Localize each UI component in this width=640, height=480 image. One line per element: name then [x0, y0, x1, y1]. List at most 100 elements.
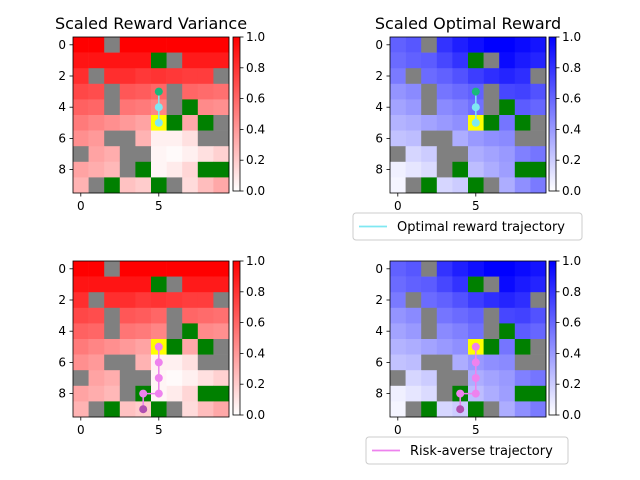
heatmap-cell — [405, 83, 422, 100]
wall-cell — [483, 401, 500, 418]
y-tick-label: 6 — [58, 131, 66, 145]
y-tick-label: 6 — [58, 355, 66, 369]
wall-cell — [166, 83, 183, 100]
heatmap-cell — [499, 177, 516, 194]
trajectory-point — [154, 87, 163, 96]
wall-cell — [421, 307, 438, 324]
heatmap-cell — [73, 83, 89, 100]
heatmap-cell — [119, 339, 136, 355]
heatmap-cell — [452, 276, 469, 293]
wall-cell — [436, 385, 453, 402]
heatmap-cell — [119, 276, 136, 293]
colorbar-tick-label: 0.8 — [562, 285, 581, 299]
heatmap-cell — [88, 37, 105, 53]
heatmap-cell — [119, 261, 136, 277]
colorbar-tick-label: 0.6 — [246, 316, 265, 330]
heatmap-cell — [405, 339, 422, 355]
wall-cell — [405, 292, 422, 309]
heatmap-cell — [166, 161, 183, 178]
heatmap-cell — [151, 68, 167, 85]
heatmap-cell — [88, 161, 105, 178]
y-tick-label: 6 — [375, 355, 383, 369]
heatmap-cell — [421, 339, 438, 355]
y-tick-label: 8 — [375, 387, 383, 401]
wall-cell — [436, 354, 453, 371]
heatmap-cell — [390, 37, 406, 53]
heatmap-cell — [530, 52, 547, 69]
heatmap-cell — [104, 370, 121, 387]
colorbar — [232, 260, 241, 416]
colorbar-tick-label: 0.8 — [246, 285, 265, 299]
heatmap-cell — [135, 52, 152, 69]
heatmap-cell — [530, 261, 547, 277]
heatmap-cell — [390, 307, 406, 324]
heatmap-cell — [151, 323, 167, 340]
goal-cell — [514, 115, 531, 131]
heatmap-cell — [73, 323, 89, 340]
wall-cell — [213, 68, 230, 85]
heatmap-cell — [390, 339, 406, 355]
heatmap-cell — [135, 115, 152, 131]
heatmap-cell — [483, 292, 500, 309]
colorbar-tick-label: 0.0 — [562, 184, 581, 198]
heatmap-cell — [197, 307, 214, 324]
wall-cell — [421, 130, 438, 147]
heatmap-cell — [530, 370, 547, 387]
trajectory-point — [139, 405, 148, 414]
heatmap-cell — [483, 354, 500, 371]
colorbar — [548, 260, 557, 416]
heatmap-cell — [135, 99, 152, 116]
heatmap-cell — [119, 307, 136, 324]
x-tick-label: 0 — [77, 199, 85, 213]
heatmap-cell — [390, 401, 406, 418]
heatmap-cell — [166, 68, 183, 85]
wall-cell — [88, 68, 105, 85]
heatmap-cell — [468, 37, 484, 53]
heatmap-cell — [514, 52, 531, 69]
heatmap-cell — [452, 83, 469, 100]
wall-cell — [514, 130, 531, 147]
heatmap-cell — [182, 385, 199, 402]
wall-cell — [213, 354, 230, 371]
heatmap-cell — [213, 146, 230, 163]
colorbar-tick-label: 0.2 — [562, 377, 581, 391]
heatmap-cell — [135, 276, 152, 293]
trajectory-point — [139, 389, 148, 398]
wall-cell — [405, 401, 422, 418]
heatmap-cell — [499, 161, 516, 178]
trajectory-point — [456, 405, 465, 414]
heatmap-cell — [390, 354, 406, 371]
y-tick-label: 2 — [375, 293, 383, 307]
heatmap-cell — [436, 83, 453, 100]
heatmap-cell — [73, 276, 89, 293]
heatmap-cell — [499, 37, 516, 53]
heatmap-cell — [182, 37, 199, 53]
y-tick-label: 8 — [58, 163, 66, 177]
wall-cell — [166, 99, 183, 116]
colorbar-tick-label: 0.2 — [246, 153, 265, 167]
wall-cell — [88, 292, 105, 309]
wall-cell — [213, 130, 230, 147]
axes-frame — [72, 36, 230, 194]
heatmap-cell — [73, 292, 89, 309]
legend-label: Risk-averse trajectory — [410, 444, 553, 459]
goal-cell — [166, 115, 183, 131]
heatmap-cell — [182, 68, 199, 85]
heatmap-cell — [182, 401, 199, 418]
wall-cell — [197, 130, 214, 147]
wall-cell — [483, 52, 500, 69]
heatmap-cell — [88, 385, 105, 402]
wall-cell — [135, 146, 152, 163]
heatmap-cell — [452, 68, 469, 85]
heatmap-cell — [182, 276, 199, 293]
goal-cell — [499, 99, 516, 116]
wall-cell — [421, 323, 438, 340]
axes-frame — [389, 36, 547, 194]
heatmap-cell — [405, 130, 422, 147]
heatmap-cell — [197, 177, 214, 194]
heatmap-cell — [514, 68, 531, 85]
trajectory-point — [154, 358, 163, 367]
goal-cell — [213, 385, 230, 402]
wall-cell — [104, 261, 121, 277]
colorbar-tick-label: 0.0 — [246, 184, 265, 198]
